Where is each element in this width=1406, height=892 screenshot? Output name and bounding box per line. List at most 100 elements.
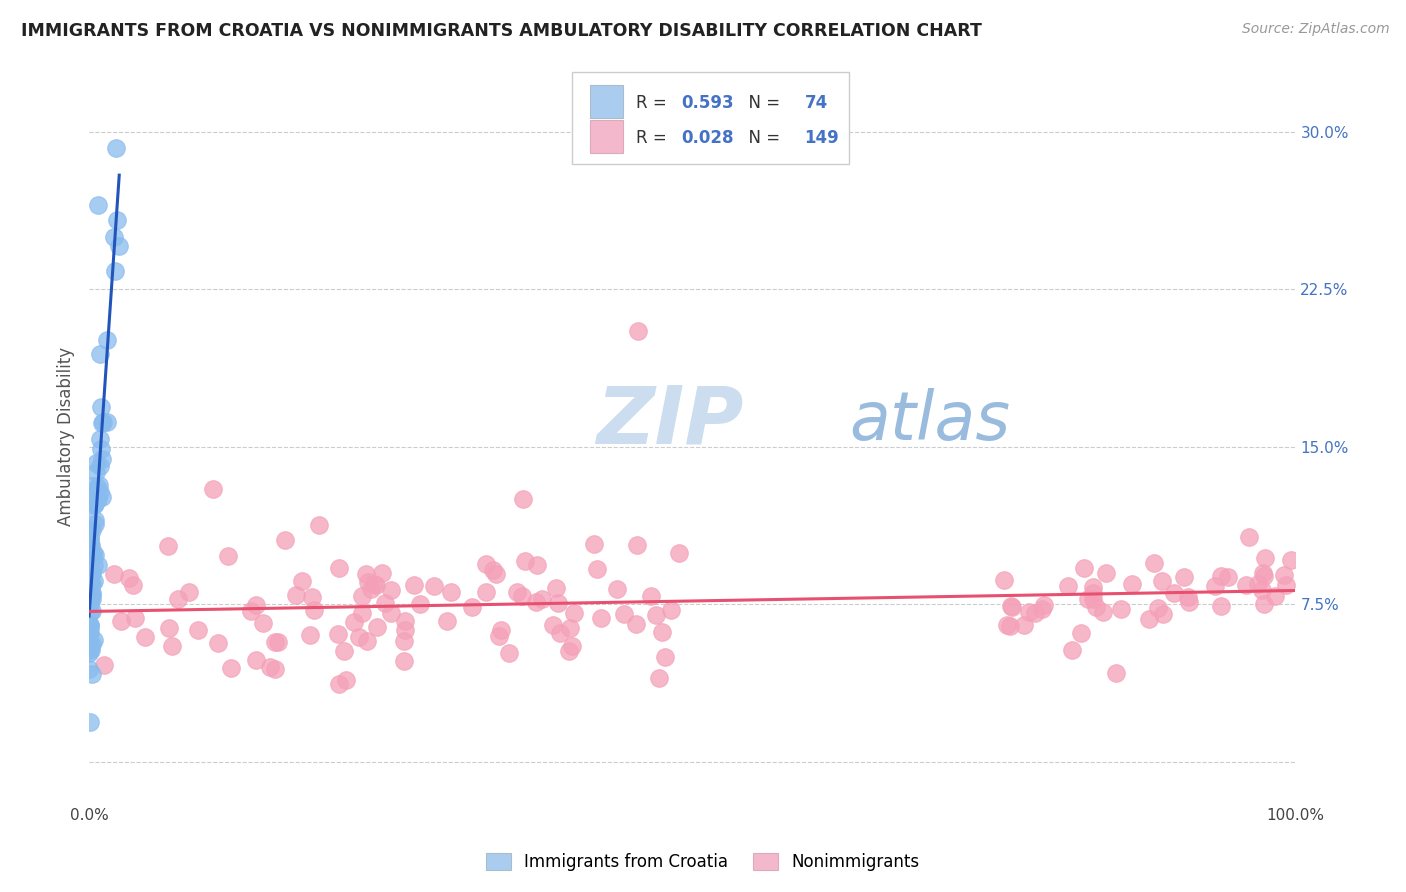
Point <box>1177 590 1199 604</box>
Point <box>79 582 101 597</box>
Point <box>627 324 650 338</box>
Point <box>654 650 676 665</box>
Point <box>103 567 125 582</box>
Point <box>585 562 607 576</box>
Point <box>245 653 267 667</box>
Point <box>349 630 371 644</box>
Point <box>394 654 416 668</box>
Text: N =: N = <box>738 129 786 147</box>
Point <box>79 576 101 591</box>
Point <box>1032 598 1054 612</box>
Point <box>583 537 606 551</box>
Point <box>124 611 146 625</box>
Point <box>1253 597 1275 611</box>
Point <box>80 550 103 565</box>
Point <box>515 554 537 568</box>
Point <box>506 584 529 599</box>
Point <box>121 578 143 592</box>
Point <box>298 628 321 642</box>
Point <box>82 523 104 537</box>
Point <box>380 582 402 597</box>
Point <box>201 482 224 496</box>
Point <box>79 555 101 569</box>
Point <box>328 561 350 575</box>
Point <box>356 634 378 648</box>
Point <box>79 715 101 730</box>
Point <box>217 549 239 564</box>
Point <box>259 660 281 674</box>
Point <box>103 230 125 244</box>
Text: 0.593: 0.593 <box>682 94 734 112</box>
Point <box>328 626 350 640</box>
Point <box>474 585 496 599</box>
Y-axis label: Ambulatory Disability: Ambulatory Disability <box>58 346 75 525</box>
Point <box>118 570 141 584</box>
Point <box>90 491 112 505</box>
Point <box>79 589 101 603</box>
Point <box>80 643 103 657</box>
Point <box>993 573 1015 587</box>
Point <box>1251 582 1274 597</box>
Point <box>83 498 105 512</box>
Point <box>1272 568 1295 582</box>
Point <box>558 622 581 636</box>
Text: 149: 149 <box>804 129 839 147</box>
Point <box>402 578 425 592</box>
Point <box>436 614 458 628</box>
Point <box>86 457 108 471</box>
Point <box>79 617 101 632</box>
Point <box>79 642 101 657</box>
Point <box>82 545 104 559</box>
Point <box>481 564 503 578</box>
Point <box>1239 530 1261 544</box>
Point <box>526 558 548 572</box>
Point <box>1076 592 1098 607</box>
Point <box>363 577 385 591</box>
Point <box>1234 578 1257 592</box>
Point <box>264 662 287 676</box>
Point <box>488 629 510 643</box>
Point <box>79 618 101 632</box>
Point <box>1001 599 1024 614</box>
Point <box>475 558 498 572</box>
Point <box>157 539 180 553</box>
Point <box>380 607 402 621</box>
Point <box>668 545 690 559</box>
Point <box>357 574 380 589</box>
Point <box>423 579 446 593</box>
Point <box>547 596 569 610</box>
Point <box>77 662 100 676</box>
Point <box>264 634 287 648</box>
Point <box>82 479 104 493</box>
Point <box>626 538 648 552</box>
Point <box>352 607 374 621</box>
Point <box>366 619 388 633</box>
Point <box>640 589 662 603</box>
Point <box>394 624 416 638</box>
Point <box>104 141 127 155</box>
Point <box>89 485 111 500</box>
Point <box>1173 570 1195 584</box>
Point <box>104 264 127 278</box>
Point <box>80 667 103 681</box>
Point <box>91 415 114 429</box>
Point <box>157 621 180 635</box>
FancyBboxPatch shape <box>572 72 849 164</box>
Point <box>394 615 416 629</box>
Point <box>301 590 323 604</box>
Point <box>187 623 209 637</box>
Legend: Immigrants from Croatia, Nonimmigrants: Immigrants from Croatia, Nonimmigrants <box>478 845 928 880</box>
Point <box>291 574 314 588</box>
Point <box>83 548 105 562</box>
Point <box>1024 606 1046 620</box>
Point <box>530 592 553 607</box>
Point <box>79 592 101 607</box>
Point <box>1109 601 1132 615</box>
Point <box>648 671 671 685</box>
Point <box>80 577 103 591</box>
Point <box>240 604 263 618</box>
Point <box>83 558 105 573</box>
Point <box>998 619 1021 633</box>
Point <box>606 582 628 597</box>
Point <box>93 657 115 672</box>
